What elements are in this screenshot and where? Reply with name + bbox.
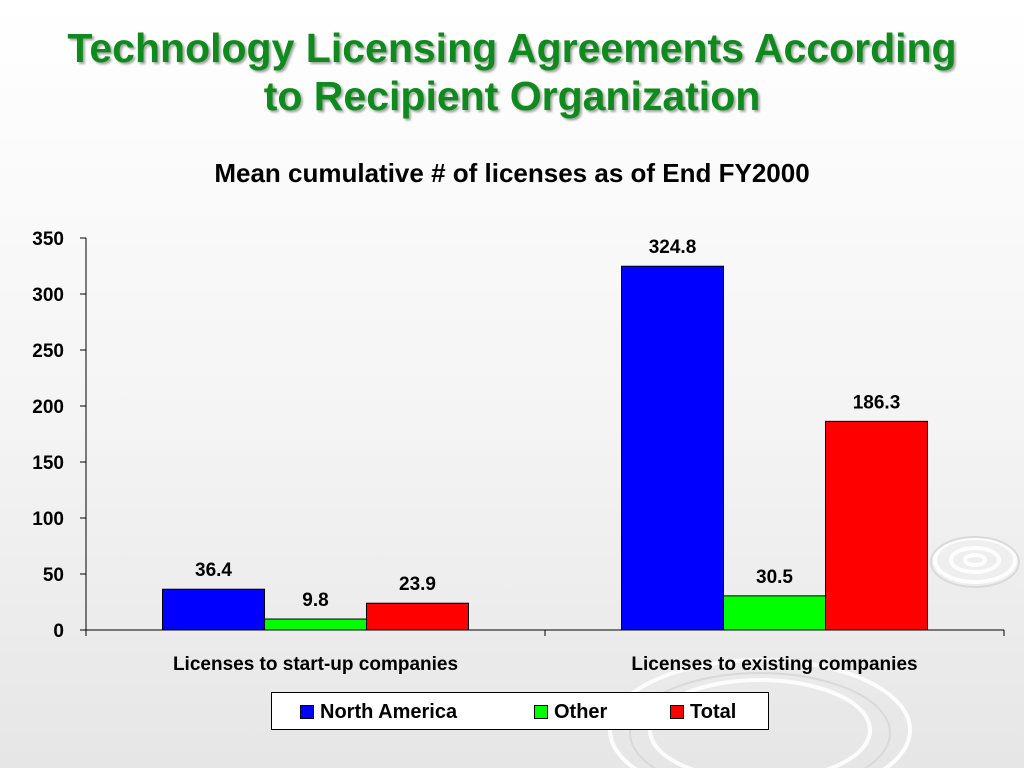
- legend-label-total: Total: [690, 700, 737, 723]
- bar-north-america-2: [621, 265, 724, 631]
- data-label-total-1: 23.9: [399, 574, 436, 595]
- data-label-total-2: 186.3: [853, 392, 901, 413]
- y-tick-label: 200: [32, 397, 64, 418]
- data-label-other-2: 30.5: [756, 567, 793, 588]
- legend-label-north-america: North America: [320, 700, 458, 723]
- y-tick-label: 300: [32, 285, 64, 306]
- data-label-north-america-2: 324.8: [649, 237, 697, 258]
- legend-item-other: Other: [534, 701, 607, 723]
- bar-other-1: [264, 618, 367, 631]
- legend-swatch-other: [534, 705, 548, 719]
- data-label-north-america-1: 36.4: [195, 560, 232, 581]
- y-tick-label: 0: [53, 621, 64, 642]
- bar-other-2: [723, 595, 826, 631]
- legend-item-total: Total: [670, 701, 736, 723]
- bar-total-2: [825, 420, 928, 631]
- slide-title-line-2: to Recipient Organization: [263, 73, 761, 119]
- y-tick-label: 350: [32, 229, 64, 250]
- y-tick-label: 100: [32, 509, 64, 530]
- bar-north-america-1: [162, 588, 265, 631]
- x-category-label: Licenses to existing companies: [631, 654, 917, 675]
- chart-title: Mean cumulative # of licenses as of End …: [214, 158, 809, 188]
- legend-label-other: Other: [554, 700, 608, 723]
- x-category-label: Licenses to start-up companies: [173, 654, 458, 675]
- chart-legend: North America Other Total: [271, 692, 769, 730]
- data-label-other-1: 9.8: [302, 590, 328, 611]
- y-tick-label: 150: [32, 453, 64, 474]
- slide-title: Technology Licensing Agreements Accordin…: [0, 24, 1024, 120]
- legend-item-north-america: North America: [300, 701, 457, 723]
- legend-swatch-north-america: [300, 705, 314, 719]
- bar-total-1: [366, 602, 469, 631]
- y-tick-label: 250: [32, 341, 64, 362]
- y-tick-label: 50: [43, 565, 64, 586]
- legend-swatch-total: [670, 705, 684, 719]
- slide-title-line-1: Technology Licensing Agreements Accordin…: [67, 25, 957, 71]
